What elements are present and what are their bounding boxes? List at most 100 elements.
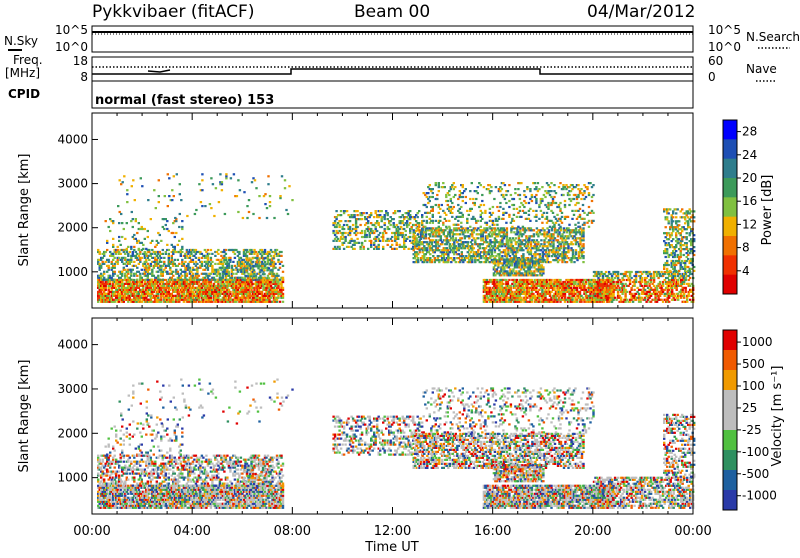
heatmap-cell: [437, 243, 439, 245]
heatmap-cell: [592, 194, 594, 196]
heatmap-cell: [451, 212, 453, 214]
heatmap-cell: [204, 265, 206, 267]
heatmap-cell: [564, 186, 566, 188]
heatmap-cell: [261, 291, 263, 293]
heatmap-cell: [579, 226, 581, 228]
heatmap-cell: [373, 244, 375, 246]
heatmap-cell: [276, 301, 278, 303]
heatmap-cell: [385, 232, 387, 234]
heatmap-cell: [159, 251, 161, 253]
heatmap-cell: [378, 248, 380, 250]
heatmap-cell: [375, 228, 377, 230]
heatmap-cell: [464, 247, 466, 249]
heatmap-cell: [492, 222, 494, 224]
heatmap-cell: [458, 227, 460, 229]
heatmap-cell: [499, 297, 501, 299]
heatmap-cell: [114, 301, 116, 303]
heatmap-cell: [280, 251, 282, 253]
heatmap-cell: [147, 263, 149, 265]
heatmap-cell: [124, 295, 126, 297]
heatmap-cell: [471, 182, 473, 184]
heatmap-cell: [559, 281, 561, 283]
heatmap-cell: [195, 249, 197, 251]
heatmap-cell: [394, 234, 396, 236]
heatmap-cell: [546, 182, 548, 184]
heatmap-cell: [242, 281, 244, 283]
heatmap-cell: [523, 190, 525, 192]
heatmap-cell: [506, 231, 508, 233]
heatmap-cell: [438, 222, 440, 224]
heatmap-cell: [480, 220, 482, 222]
heatmap-cell: [539, 245, 541, 247]
heatmap-cell: [276, 249, 278, 251]
heatmap-cell: [214, 263, 216, 265]
heatmap-cell: [567, 237, 569, 239]
heatmap-cell: [338, 230, 340, 232]
heatmap-cell: [387, 226, 389, 228]
heatmap-cell: [334, 220, 336, 222]
heatmap-cell: [156, 261, 158, 263]
heatmap-cell: [193, 289, 195, 291]
heatmap-cell: [214, 255, 216, 257]
heatmap-cell: [524, 231, 526, 233]
heatmap-cell: [436, 194, 438, 196]
freq-panel: 18 8 60 0 Freq. [MHz] Nave: [5, 53, 777, 84]
heatmap-cell: [435, 220, 437, 222]
heatmap-cell: [159, 283, 161, 285]
heatmap-cell: [394, 212, 396, 214]
heatmap-cell: [543, 229, 545, 231]
heatmap-cell: [196, 271, 198, 273]
heatmap-cell: [172, 261, 174, 263]
heatmap-cell: [277, 261, 279, 263]
heatmap-cell: [355, 230, 357, 232]
heatmap-cell: [335, 240, 337, 242]
heatmap-cell: [341, 226, 343, 228]
heatmap-cell: [494, 227, 496, 229]
heatmap-cell: [489, 247, 491, 249]
heatmap-cell: [340, 220, 342, 222]
heatmap-cell: [133, 279, 135, 281]
heatmap-cell: [535, 287, 537, 289]
heatmap-cell: [344, 232, 346, 234]
heatmap-cell: [266, 281, 268, 283]
heatmap-cell: [429, 257, 431, 259]
heatmap-cell: [397, 230, 399, 232]
heatmap-cell: [157, 293, 159, 295]
heatmap-cell: [174, 259, 176, 261]
heatmap-cell: [272, 265, 274, 267]
heatmap-cell: [586, 188, 588, 190]
heatmap-cell: [160, 261, 162, 263]
heatmap-cell: [489, 192, 491, 194]
heatmap-cell: [157, 285, 159, 287]
heatmap-cell: [521, 235, 523, 237]
heatmap-cell: [242, 283, 244, 285]
heatmap-cell: [417, 227, 419, 229]
heatmap-cell: [168, 259, 170, 261]
heatmap-cell: [141, 242, 143, 244]
heatmap-cell: [141, 226, 143, 228]
heatmap-cell: [279, 263, 281, 265]
heatmap-cell: [247, 265, 249, 267]
heatmap-cell: [538, 218, 540, 220]
heatmap-cell: [465, 255, 467, 257]
heatmap-cell: [426, 206, 428, 208]
heatmap-cell: [434, 257, 436, 259]
heatmap-cell: [417, 212, 419, 214]
heatmap-cell: [171, 257, 173, 259]
heatmap-cell: [207, 249, 209, 251]
heatmap-cell: [223, 289, 225, 291]
heatmap-cell: [210, 257, 212, 259]
heatmap-cell: [570, 261, 572, 263]
heatmap-cell: [379, 214, 381, 216]
heatmap-cell: [109, 218, 111, 220]
heatmap-cell: [153, 267, 155, 269]
heatmap-cell: [492, 255, 494, 257]
heatmap-cell: [132, 253, 134, 255]
heatmap-cell: [353, 240, 355, 242]
heatmap-cell: [124, 253, 126, 255]
heatmap-cell: [453, 206, 455, 208]
heatmap-cell: [261, 249, 263, 251]
heatmap-cell: [450, 210, 452, 212]
heatmap-cell: [343, 224, 345, 226]
heatmap-cell: [340, 236, 342, 238]
